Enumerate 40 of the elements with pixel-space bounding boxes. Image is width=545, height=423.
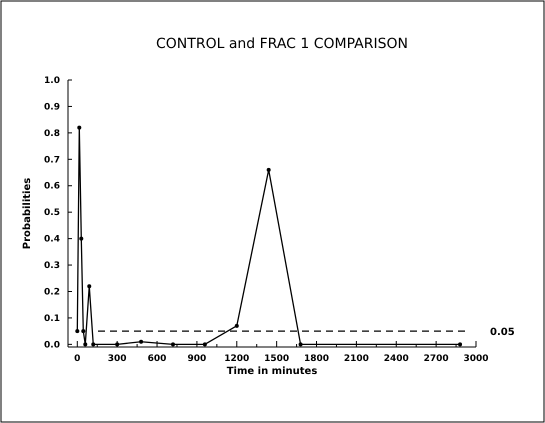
point <box>77 126 82 130</box>
point <box>91 342 96 346</box>
x-tick-label: 2100 <box>344 354 369 364</box>
point <box>170 342 175 346</box>
y-tick-label: 0.8 <box>44 128 60 139</box>
x-tick-label: 300 <box>108 354 127 364</box>
y-tick-label: 0.4 <box>44 234 60 245</box>
point <box>266 168 271 172</box>
point <box>458 342 462 346</box>
point <box>139 340 144 344</box>
y-tick-label: 0.7 <box>44 155 60 166</box>
point <box>234 324 239 328</box>
point <box>79 236 84 241</box>
y-tick-label: 0.6 <box>44 182 60 192</box>
x-tick-label: 600 <box>148 354 166 364</box>
x-tick-label: 0 <box>74 354 80 364</box>
x-tick-label: 2700 <box>424 354 449 364</box>
y-tick-label: 1.0 <box>44 76 60 86</box>
point <box>81 329 86 334</box>
x-tick-label: 1800 <box>304 354 330 364</box>
point <box>75 329 80 334</box>
x-tick-label: 1200 <box>224 354 250 364</box>
y-tick-label: 0.2 <box>44 287 60 298</box>
y-tick-label: 0.0 <box>44 340 60 350</box>
y-tick-label: 0.9 <box>44 102 60 112</box>
point <box>83 342 88 346</box>
point <box>298 342 303 346</box>
point <box>87 284 92 288</box>
y-tick-label: 0.3 <box>44 261 60 272</box>
y-tick-label: 0.5 <box>44 208 60 218</box>
x-tick-label: 1500 <box>264 354 290 364</box>
ref-line-label: 0.05 <box>490 327 515 338</box>
y-axis-title: Probabilities <box>22 178 33 250</box>
x-tick-label: 2400 <box>384 354 409 364</box>
point <box>202 342 207 346</box>
x-axis-title: Time in minutes <box>226 366 318 377</box>
y-tick-label: 0.1 <box>44 314 60 324</box>
x-tick-label: 900 <box>188 354 206 364</box>
chart-title: CONTROL and FRAC 1 COMPARISON <box>156 36 408 52</box>
x-tick-label: 3000 <box>463 354 489 364</box>
